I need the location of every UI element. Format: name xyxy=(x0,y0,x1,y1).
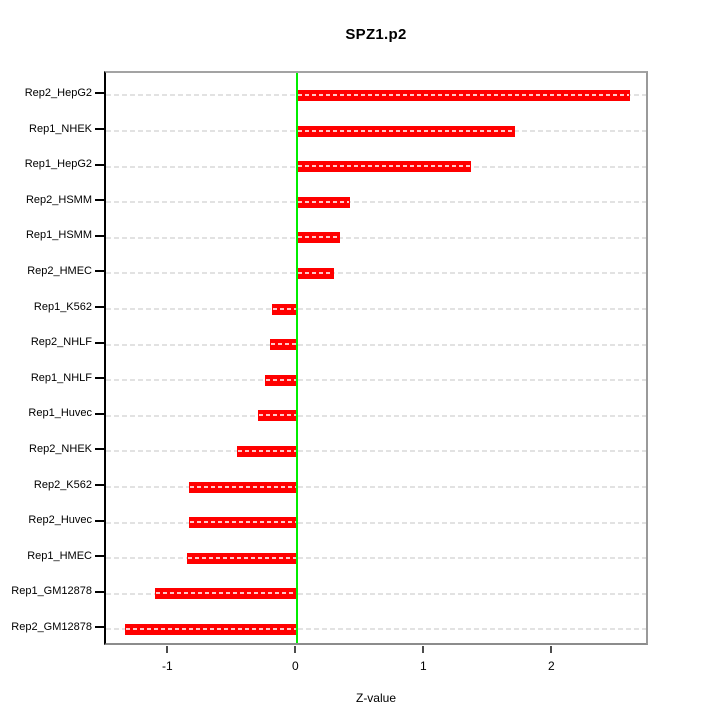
x-axis-tick xyxy=(422,646,425,653)
x-tick-label: 1 xyxy=(419,659,427,673)
gridline xyxy=(106,379,646,382)
gridline xyxy=(106,272,646,275)
y-axis-tick xyxy=(95,306,104,308)
y-axis-tick xyxy=(95,128,104,130)
y-axis-tick xyxy=(95,92,104,95)
bar xyxy=(257,410,298,422)
bar xyxy=(155,588,298,600)
bar xyxy=(297,267,335,279)
gridline xyxy=(106,450,646,453)
category-label: Rep2_K562 xyxy=(33,478,92,491)
y-axis-tick xyxy=(95,519,104,522)
bar xyxy=(297,125,515,137)
x-axis-tick xyxy=(166,646,169,653)
y-axis-tick xyxy=(95,590,104,593)
y-axis-tick xyxy=(95,484,104,486)
bar xyxy=(270,339,298,351)
zero-value-line xyxy=(296,73,299,643)
bar xyxy=(297,196,350,208)
bar xyxy=(188,517,298,529)
bar-stripe xyxy=(156,592,297,595)
bar xyxy=(188,481,298,493)
category-label: Rep2_HepG2 xyxy=(24,86,92,99)
gridline xyxy=(106,486,646,488)
bar-stripe xyxy=(298,93,630,96)
gridline xyxy=(106,628,646,631)
category-label: Rep2_NHLF xyxy=(30,336,92,349)
y-axis-tick xyxy=(95,555,104,558)
plot-area xyxy=(104,71,648,645)
bar-stripe xyxy=(266,378,297,381)
bar xyxy=(124,623,298,635)
category-label: Rep2_GM12878 xyxy=(11,620,92,633)
gridline xyxy=(106,308,646,310)
gridline xyxy=(106,557,646,560)
gridline xyxy=(106,521,646,524)
category-label: Rep1_HSMM xyxy=(25,229,92,242)
x-tick-label: 0 xyxy=(291,659,299,673)
bar xyxy=(297,232,340,244)
y-axis-tick xyxy=(95,341,104,344)
bar xyxy=(237,445,298,457)
x-tick-label: -1 xyxy=(161,659,173,673)
bar xyxy=(297,89,631,101)
bar-stripe xyxy=(298,236,339,239)
y-axis-tick xyxy=(95,234,104,237)
y-axis-tick xyxy=(95,199,104,202)
x-axis-title: Z-value xyxy=(355,691,396,705)
category-label: Rep1_NHEK xyxy=(29,122,92,135)
category-label: Rep2_Huvec xyxy=(28,514,92,527)
bar-stripe xyxy=(258,414,297,417)
gridline xyxy=(106,201,646,204)
category-label: Rep1_Huvec xyxy=(28,407,92,420)
y-axis-tick xyxy=(95,626,104,629)
category-label: Rep2_HMEC xyxy=(27,264,92,277)
bar-stripe xyxy=(298,165,471,168)
gridline xyxy=(106,236,646,239)
bar-stripe xyxy=(298,200,349,203)
bar-stripe xyxy=(189,485,297,488)
y-axis-tick xyxy=(95,412,104,415)
y-axis-tick xyxy=(95,448,104,451)
y-axis-tick xyxy=(95,163,104,166)
bar xyxy=(187,552,298,564)
category-label: Rep1_GM12878 xyxy=(11,585,92,598)
gridline xyxy=(106,592,646,595)
category-label: Rep2_NHEK xyxy=(29,442,92,455)
chart-title: SPZ1.p2 xyxy=(345,26,407,43)
x-axis-tick xyxy=(294,646,297,653)
y-axis-tick xyxy=(95,270,104,273)
bar-stripe xyxy=(125,627,297,630)
category-label: Rep1_NHLF xyxy=(30,371,92,384)
bar-stripe xyxy=(189,521,297,524)
bar-stripe xyxy=(188,556,297,559)
bar xyxy=(271,303,298,315)
bar xyxy=(297,161,472,173)
category-label: Rep1_HepG2 xyxy=(24,158,92,171)
bar-stripe xyxy=(238,449,297,452)
category-label: Rep2_HSMM xyxy=(25,193,92,206)
category-label: Rep1_K562 xyxy=(33,300,92,313)
gridline xyxy=(106,343,646,346)
y-axis-tick xyxy=(95,377,104,380)
category-label: Rep1_HMEC xyxy=(27,549,92,562)
gridline xyxy=(106,414,646,417)
bar-stripe xyxy=(298,271,334,274)
bar-stripe xyxy=(298,129,514,132)
x-axis-tick xyxy=(550,646,553,653)
x-tick-label: 2 xyxy=(547,659,555,673)
bar xyxy=(265,374,298,386)
bar-stripe xyxy=(272,307,297,310)
bar-stripe xyxy=(271,343,297,346)
